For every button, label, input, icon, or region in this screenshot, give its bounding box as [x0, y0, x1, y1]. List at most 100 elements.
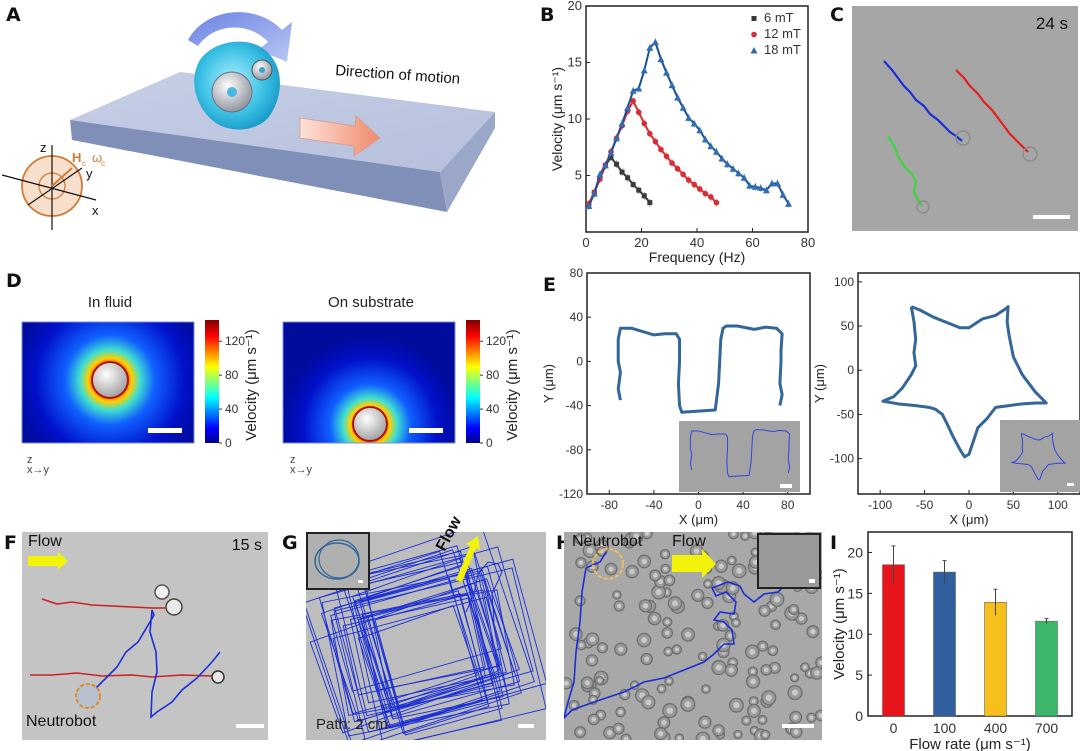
blood-cell-center: [704, 687, 708, 691]
trajectory-loop: [330, 572, 502, 692]
blood-cell-center: [695, 592, 701, 599]
neutrobot-label: Neutrobot: [572, 533, 643, 550]
trajectory-loop: [306, 545, 522, 740]
direction-arrow-icon: [299, 115, 381, 157]
blood-cell-center: [706, 581, 710, 586]
blood-cell-center: [693, 548, 700, 554]
data-point: [740, 174, 748, 181]
inset-trajectory: [689, 429, 791, 478]
data-point: [624, 104, 632, 111]
data-point: [630, 98, 636, 104]
x-axis-label: X (μm): [679, 512, 718, 527]
blood-cell-center: [577, 729, 583, 735]
colorbar-tick-label: 0: [486, 436, 493, 450]
track-blue: [564, 551, 815, 720]
dense-trajectory: [306, 532, 546, 740]
y-tick-label: 10: [568, 111, 582, 126]
scale-bar: [518, 724, 534, 728]
blood-cell-center: [736, 567, 743, 574]
bar: [984, 602, 1007, 717]
flow-arrow-icon: [456, 536, 480, 582]
h-blood-cells: [564, 532, 822, 740]
panel-letter-d: D: [6, 270, 22, 292]
left-map-title: In fluid: [87, 294, 133, 311]
data-point: [641, 193, 647, 199]
data-point: [647, 130, 653, 137]
blood-cell-center: [760, 717, 765, 722]
data-point: [662, 69, 670, 76]
blood-cell-center: [728, 667, 735, 673]
trajectory-line: [881, 305, 1048, 459]
blood-cell-center: [793, 714, 799, 720]
inset-circular-path: [306, 532, 370, 590]
x-tick-label: 60: [745, 235, 759, 250]
axis-z-label: z: [40, 140, 47, 155]
data-point: [691, 181, 698, 188]
blood-cell-center: [809, 715, 814, 720]
blood-cell-center: [662, 552, 668, 557]
blood-cell-center: [641, 637, 648, 644]
data-point: [685, 114, 693, 121]
blood-cell-center: [645, 699, 652, 706]
blood-cell-center: [792, 676, 797, 680]
colorbar-left-ticks: 0 40 80 120: [219, 334, 245, 450]
colorbar-left-label: Velocity (μm s⁻¹): [243, 329, 260, 441]
blood-cell-center: [667, 679, 671, 683]
y-tick-label: -40: [566, 399, 584, 413]
track-blue: [883, 60, 963, 142]
y-tick-label: 15: [568, 55, 582, 70]
blood-cell-center: [573, 631, 579, 637]
colorbar-tick-label: 120: [486, 334, 506, 348]
blood-cell-center: [600, 645, 605, 650]
axes-z: z: [27, 454, 33, 466]
blood-cell-center: [798, 616, 804, 622]
x-tick-label: 100: [1048, 498, 1068, 512]
blood-cell-center: [744, 718, 749, 723]
blood-cell-center: [728, 633, 733, 638]
panel-h-micrograph: Neutrobot Flow: [564, 532, 822, 740]
y-tick-label: 0: [847, 363, 854, 377]
blood-cell-center: [663, 566, 668, 571]
blood-cell-center: [597, 678, 602, 683]
trajectory-line: [616, 324, 784, 414]
data-point: [701, 135, 709, 143]
blood-cell-center: [715, 664, 722, 671]
track-blue: [87, 609, 221, 719]
chart-i-velocity-vs-flow: 0 5 10 15 20 0 100 400 700 Flow rate (μm s⁻¹) Velo…: [831, 531, 1073, 751]
blood-cell-center: [814, 670, 820, 676]
y-tick-label: 0: [576, 354, 583, 368]
colorbar-tick-label: 0: [225, 436, 232, 450]
blood-cell-center: [665, 619, 670, 624]
blood-cell-center: [607, 729, 613, 736]
blood-cell-center: [763, 667, 769, 673]
x-axis-label: Flow rate (μm s⁻¹): [909, 736, 1031, 751]
panel-letter-b: B: [540, 4, 555, 26]
blood-cell-center: [791, 607, 796, 612]
data-point: [619, 169, 625, 175]
blood-cell-center: [810, 628, 816, 635]
data-point: [718, 155, 726, 162]
colorbar-tick-label: 80: [225, 368, 239, 382]
axes-z: z: [290, 454, 296, 466]
y-tick-label: 10: [847, 626, 863, 642]
data-point: [647, 200, 653, 206]
scale-bar-right: [409, 428, 443, 433]
blood-cell-center: [674, 647, 679, 652]
panel-letter-g: G: [282, 532, 298, 554]
data-point: [629, 87, 637, 94]
blood-cell-center: [718, 563, 724, 569]
y-tick-label: 15: [847, 585, 863, 601]
neutrobot-ring: [75, 683, 101, 709]
blood-cell-center: [751, 699, 756, 704]
series-6-mT: [586, 153, 653, 209]
blood-cell-center: [592, 690, 598, 696]
x-tick-label: 80: [781, 498, 795, 512]
blood-cell-center: [750, 678, 757, 685]
blood-cell-center: [751, 708, 757, 714]
data-point: [712, 148, 720, 155]
x-tick-label: 50: [1007, 498, 1021, 512]
x-tick-label: -40: [645, 498, 663, 512]
colorbar-left: [205, 320, 219, 443]
blood-cell-center: [659, 686, 664, 691]
